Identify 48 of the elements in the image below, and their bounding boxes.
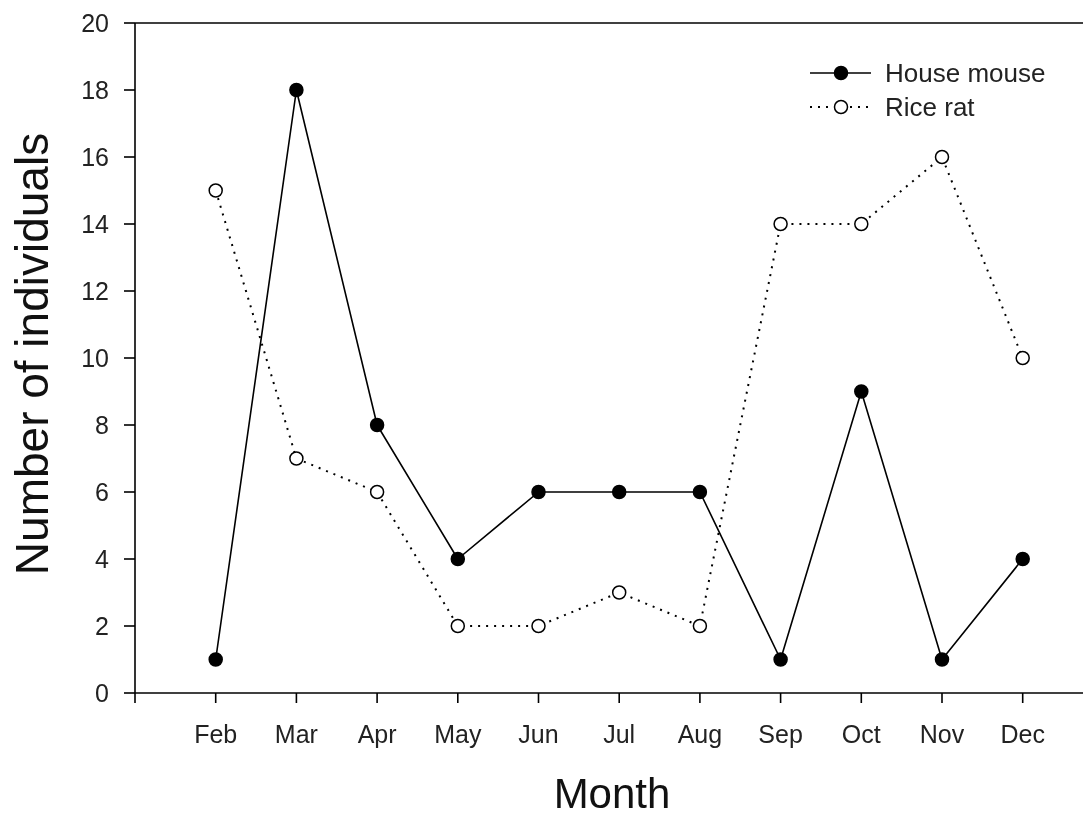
point <box>208 652 223 667</box>
y-tick-label: 4 <box>95 544 110 573</box>
y-axis-title: Number of individuals <box>6 132 58 576</box>
x-tick-label: Apr <box>357 720 397 748</box>
point <box>531 484 546 500</box>
point <box>450 618 466 634</box>
point <box>773 216 788 232</box>
y-tick-label: 14 <box>81 209 110 238</box>
x-tick-label: Oct <box>841 720 881 748</box>
point <box>289 451 304 466</box>
y-tick-label: 12 <box>81 276 109 305</box>
point <box>611 484 627 500</box>
x-axis-title: Month <box>553 770 671 817</box>
point <box>773 652 788 667</box>
x-tick-label: Feb <box>194 720 238 748</box>
y-tick-label: 20 <box>81 8 109 37</box>
y-tick-label: 18 <box>81 75 109 104</box>
point <box>531 618 546 634</box>
point <box>854 216 869 232</box>
point <box>369 484 385 500</box>
legend-label: House mouse <box>885 58 1046 89</box>
point <box>450 551 466 567</box>
x-tick-label: May <box>434 720 482 748</box>
point <box>611 585 627 600</box>
x-tick-label: Jun <box>518 720 559 748</box>
point <box>692 484 708 500</box>
point <box>854 384 869 399</box>
y-tick-label: 16 <box>81 142 109 171</box>
point <box>1015 350 1030 366</box>
x-tick-label: Mar <box>274 720 318 748</box>
x-tick-label: Dec <box>1000 720 1045 748</box>
y-tick-label: 2 <box>95 611 109 640</box>
point <box>1015 551 1030 567</box>
y-tick-label: 8 <box>95 410 109 439</box>
y-tick-label: 6 <box>95 477 109 506</box>
x-tick-label: Aug <box>677 720 723 748</box>
point <box>934 652 950 667</box>
point <box>934 149 950 165</box>
point <box>692 618 708 634</box>
x-tick-label: Sep <box>758 720 803 748</box>
x-tick-label: Nov <box>919 720 965 748</box>
y-tick-label: 10 <box>81 343 109 372</box>
point <box>369 417 385 433</box>
legend-label: Rice rat <box>885 92 976 123</box>
y-tick-label: 0 <box>95 678 109 707</box>
point <box>289 82 304 98</box>
x-tick-label: Jul <box>603 720 636 748</box>
point <box>208 183 223 198</box>
